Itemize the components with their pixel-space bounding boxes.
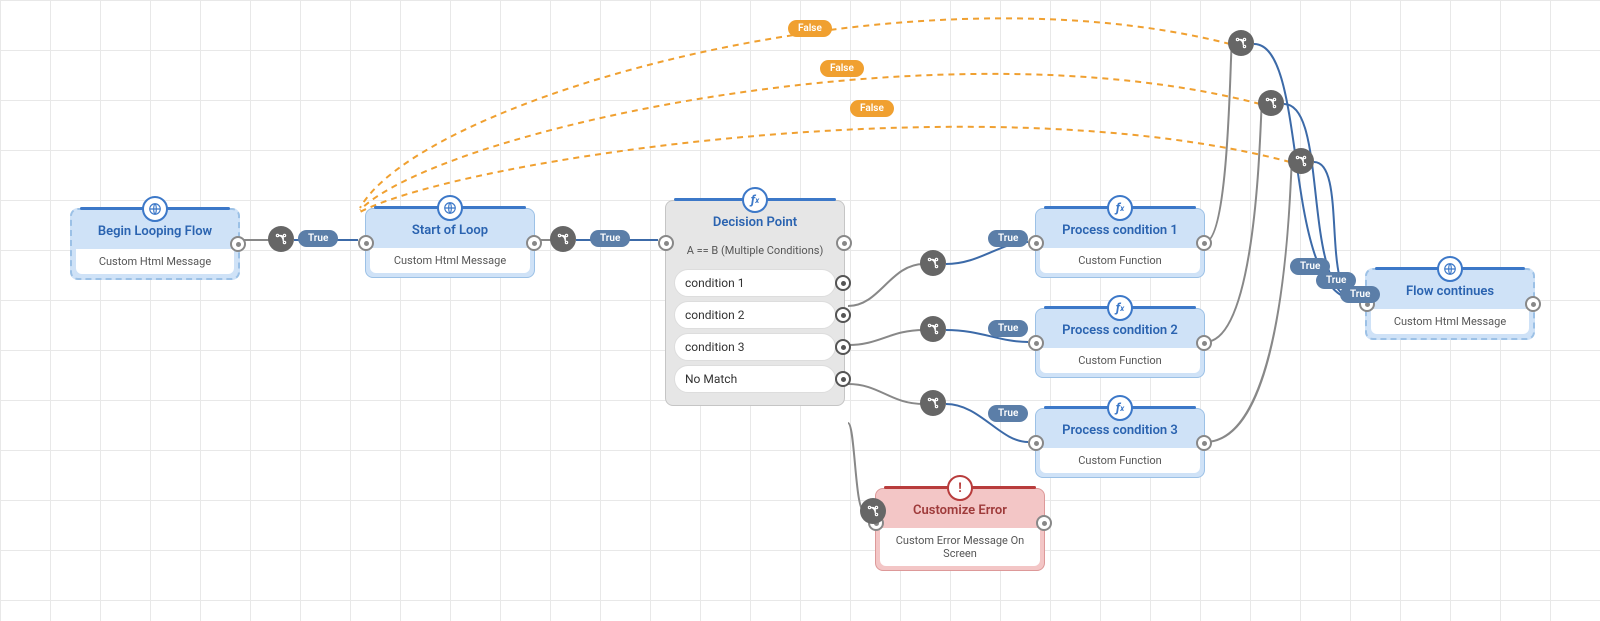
branch-icon[interactable] (1258, 90, 1284, 116)
row-label: condition 2 (685, 308, 744, 322)
port-out[interactable] (1196, 235, 1212, 251)
port-out[interactable] (1196, 335, 1212, 351)
flow-canvas[interactable]: Begin Looping Flow Custom Html Message S… (0, 0, 1600, 621)
port-in[interactable] (358, 235, 374, 251)
branch-icon[interactable] (920, 250, 946, 276)
node-begin-looping-flow[interactable]: Begin Looping Flow Custom Html Message (70, 208, 240, 280)
fx-icon: ƒx (1107, 395, 1133, 421)
branch-icon[interactable] (860, 498, 886, 524)
port-out[interactable] (230, 236, 246, 252)
port-out[interactable] (835, 307, 851, 323)
node-process-condition-3[interactable]: ƒx Process condition 3 Custom Function (1035, 408, 1205, 478)
port-out[interactable] (835, 275, 851, 291)
edge-label-true: True (988, 320, 1028, 337)
node-customize-error[interactable]: ! Customize Error Custom Error Message O… (875, 488, 1045, 571)
branch-icon[interactable] (920, 390, 946, 416)
node-start-of-loop[interactable]: Start of Loop Custom Html Message (365, 208, 535, 278)
branch-icon[interactable] (1228, 30, 1254, 56)
edge-label-false: False (820, 60, 864, 77)
branch-icon[interactable] (1288, 148, 1314, 174)
port-out[interactable] (1525, 296, 1541, 312)
edge-label-false: False (788, 20, 832, 37)
decision-row-condition-3[interactable]: condition 3 (674, 333, 836, 361)
port-out[interactable] (835, 339, 851, 355)
row-label: condition 3 (685, 340, 744, 354)
globe-icon (437, 195, 463, 221)
edge-label-true: True (590, 230, 630, 247)
port-out[interactable] (526, 235, 542, 251)
node-subtitle: A == B (Multiple Conditions) (666, 240, 844, 265)
port-out[interactable] (1036, 515, 1052, 531)
node-subtitle: Custom Html Message (370, 248, 530, 273)
decision-row-condition-1[interactable]: condition 1 (674, 269, 836, 297)
port-out[interactable] (1196, 435, 1212, 451)
port-in[interactable] (1028, 335, 1044, 351)
node-subtitle: Custom Function (1040, 348, 1200, 373)
decision-row-no-match[interactable]: No Match (674, 365, 836, 393)
port-in[interactable] (1028, 435, 1044, 451)
edge-label-false: False (850, 100, 894, 117)
node-subtitle: Custom Html Message (1371, 309, 1529, 334)
edge-label-true: True (988, 230, 1028, 247)
port-out[interactable] (836, 235, 852, 251)
node-flow-continues[interactable]: Flow continues Custom Html Message (1365, 268, 1535, 340)
fx-icon: ƒx (1107, 295, 1133, 321)
edge-label-true: True (298, 230, 338, 247)
node-process-condition-1[interactable]: ƒx Process condition 1 Custom Function (1035, 208, 1205, 278)
node-subtitle: Custom Function (1040, 448, 1200, 473)
node-decision-point[interactable]: ƒx Decision Point A == B (Multiple Condi… (665, 200, 845, 406)
node-subtitle: Custom Function (1040, 248, 1200, 273)
decision-row-condition-2[interactable]: condition 2 (674, 301, 836, 329)
node-subtitle: Custom Html Message (76, 249, 234, 274)
port-out[interactable] (835, 371, 851, 387)
globe-icon (1437, 256, 1463, 282)
branch-icon[interactable] (550, 226, 576, 252)
fx-icon: ƒx (1107, 195, 1133, 221)
globe-icon (142, 196, 168, 222)
edge-label-true: True (1340, 286, 1380, 303)
port-in[interactable] (658, 235, 674, 251)
alert-icon: ! (947, 475, 973, 501)
row-label: condition 1 (685, 276, 744, 290)
branch-icon[interactable] (268, 226, 294, 252)
fx-icon: ƒx (742, 187, 768, 213)
node-subtitle: Custom Error Message On Screen (880, 528, 1040, 566)
branch-icon[interactable] (920, 316, 946, 342)
port-in[interactable] (1028, 235, 1044, 251)
row-label: No Match (685, 372, 737, 386)
node-process-condition-2[interactable]: ƒx Process condition 2 Custom Function (1035, 308, 1205, 378)
edge-label-true: True (988, 405, 1028, 422)
